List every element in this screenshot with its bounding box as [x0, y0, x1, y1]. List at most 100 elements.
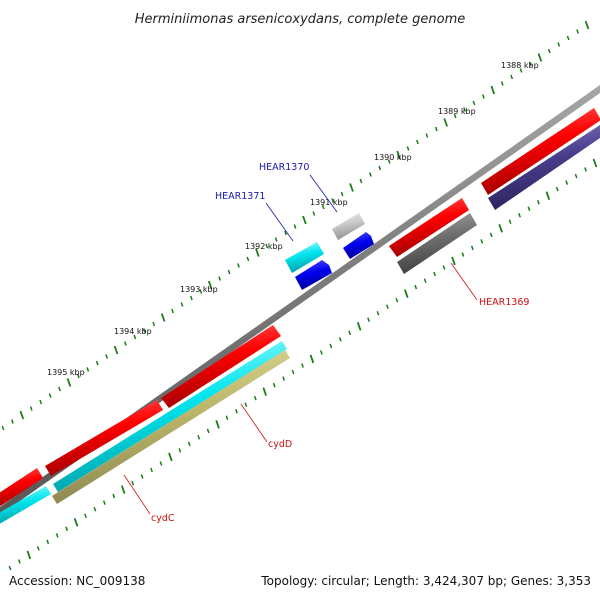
scale-tick [349, 183, 354, 192]
tick-labels: 1388 kbp 1389 kbp 1390 kbp 1391 kbp 1392 kbp… [47, 61, 539, 377]
scale-tick [338, 337, 342, 342]
scale-tick [331, 198, 335, 203]
scale-tick [26, 550, 32, 560]
gene-label-cydc: cydC [151, 513, 175, 524]
scale-tick [150, 467, 153, 473]
scale-tick [1, 425, 5, 431]
scale-tick [207, 280, 213, 290]
scale-tick [19, 410, 25, 420]
scale-tick [58, 386, 61, 392]
scale-tick [348, 330, 352, 336]
scale-tick [189, 295, 193, 301]
scale-tick [140, 474, 144, 479]
scale-tick [113, 345, 119, 355]
scale-tick [262, 387, 268, 396]
gene-block-5 [481, 108, 600, 195]
scale-tick [178, 448, 182, 453]
scale-tick [244, 402, 248, 407]
scale-tick [29, 406, 33, 411]
scale-tick [508, 219, 512, 225]
scale-tick [274, 237, 278, 242]
scale-tick [498, 224, 503, 233]
scale-tick [442, 265, 446, 270]
connector-hear1370 [309, 174, 338, 213]
scale-tick [527, 206, 531, 211]
scale-tick [131, 480, 135, 486]
connector-hear1369 [450, 262, 478, 301]
scale-tick [480, 239, 484, 244]
gene-block-cydd-cyan [53, 341, 287, 492]
scale-label: 1393 kbp [180, 285, 218, 294]
scale-tick [133, 334, 137, 340]
scale-tick [171, 308, 174, 314]
scale-tick [206, 428, 210, 434]
scale-tick [584, 20, 590, 30]
scale-tick [46, 539, 50, 545]
topology-text: Topology: circular; Length: 3,424,307 bp… [261, 574, 591, 588]
scale-tick [282, 376, 286, 381]
scale-label: 1391 kbp [310, 198, 348, 207]
scale-tick [105, 354, 109, 359]
gene-block-hear1369-gray [397, 213, 477, 274]
scale-tick [387, 159, 391, 164]
scale-tick [376, 310, 380, 316]
scale-tick [312, 211, 316, 216]
connector-hear1371 [265, 202, 294, 242]
map-title: Herminiimonas arsenicoxydans, complete g… [135, 12, 465, 27]
scale-tick [36, 546, 40, 551]
scale-tick [367, 317, 370, 323]
scale-tick [120, 485, 126, 494]
scale-tick [124, 341, 127, 346]
scale-tick [76, 373, 80, 379]
gene-block-hear1371-cyan [285, 242, 324, 273]
gene-block-cydd-olive [52, 350, 290, 504]
gene-block-hear1370-reverse [343, 232, 374, 259]
scale-tick [168, 452, 173, 462]
connector-cydd [240, 403, 268, 443]
scale-tick [451, 256, 456, 266]
scale-tick [481, 94, 485, 99]
scale-tick [284, 230, 287, 236]
scale-tick [237, 263, 240, 268]
scale-tick [489, 232, 493, 238]
scale-label: 1389 kbp [438, 107, 476, 116]
accession-text: Accession: NC_009138 [9, 574, 146, 588]
scale-tick [537, 53, 543, 62]
scale-tick [404, 289, 409, 298]
scale-tick [565, 180, 569, 185]
scale-tick [386, 304, 389, 309]
scale-label: 1394 kbp [114, 327, 152, 336]
scale-tick [102, 500, 106, 505]
scale-tick [557, 42, 561, 47]
gene-label-hear1371: HEAR1371 [215, 191, 265, 202]
scale-tick [518, 213, 521, 218]
scale-tick [160, 313, 166, 322]
scale-tick [302, 215, 307, 225]
scale-tick [453, 113, 457, 119]
scale-tick [199, 289, 203, 294]
scale-tick [329, 343, 333, 349]
scale-tick [359, 178, 363, 184]
scale-tick [215, 419, 220, 429]
scale-tick [519, 68, 523, 73]
connector-cydc [123, 474, 151, 515]
gene-block-cydc-forward [0, 468, 43, 507]
scale-tick [368, 172, 372, 177]
scale-tick [555, 186, 559, 192]
scale-tick [396, 150, 401, 160]
scale-label: 1390 kbp [374, 153, 412, 162]
scale-tick [197, 435, 201, 440]
scale-tick [566, 35, 570, 41]
gene-block-cydd-forward [45, 400, 163, 476]
tick-marks [1, 20, 598, 571]
scale-tick [309, 354, 315, 364]
scale-tick [545, 191, 551, 200]
gene-block-hear1371-reverse [295, 260, 332, 290]
scale-tick [378, 165, 382, 171]
scale-tick [340, 191, 344, 197]
gene-label-hear1370: HEAR1370 [259, 162, 309, 173]
scale-tick [470, 245, 474, 251]
scale-tick [11, 419, 14, 424]
scale-tick [395, 297, 399, 303]
